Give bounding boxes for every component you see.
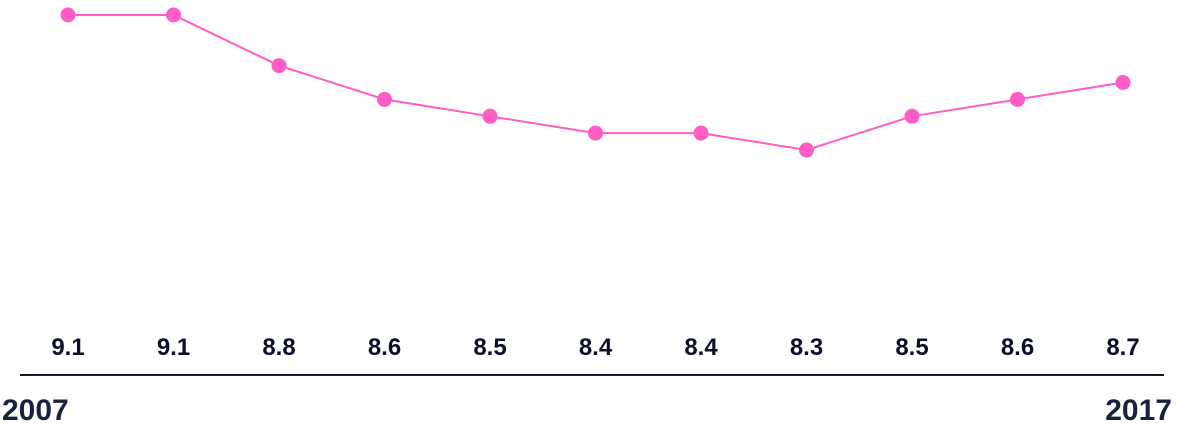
year-end-label: 2017 (1105, 394, 1172, 424)
value-label-layer: 9.1 9.1 8.8 8.6 8.5 8.4 8.4 8.3 8.5 8.6 8.7 (51, 334, 1139, 361)
value-label: 8.7 (1106, 334, 1139, 361)
value-label: 8.3 (790, 334, 823, 361)
data-point (693, 125, 709, 141)
value-label: 8.5 (473, 334, 506, 361)
data-point (377, 91, 392, 107)
data-point (482, 108, 498, 124)
year-start-label: 2007 (2, 394, 69, 424)
data-point-layer (60, 7, 1131, 158)
data-point (1010, 91, 1025, 107)
value-label: 8.8 (262, 334, 295, 361)
value-label: 8.6 (368, 334, 401, 361)
data-point (799, 142, 814, 158)
data-point (1115, 75, 1131, 90)
value-label: 8.4 (579, 334, 613, 361)
data-point (60, 7, 76, 23)
value-label: 9.1 (51, 334, 84, 361)
data-point (166, 7, 181, 23)
value-label: 8.6 (1001, 334, 1034, 361)
data-point (588, 125, 603, 141)
value-label: 9.1 (157, 334, 190, 361)
data-point (904, 108, 920, 124)
value-label: 8.5 (895, 334, 928, 361)
data-point (271, 58, 287, 74)
value-label: 8.4 (684, 334, 718, 361)
